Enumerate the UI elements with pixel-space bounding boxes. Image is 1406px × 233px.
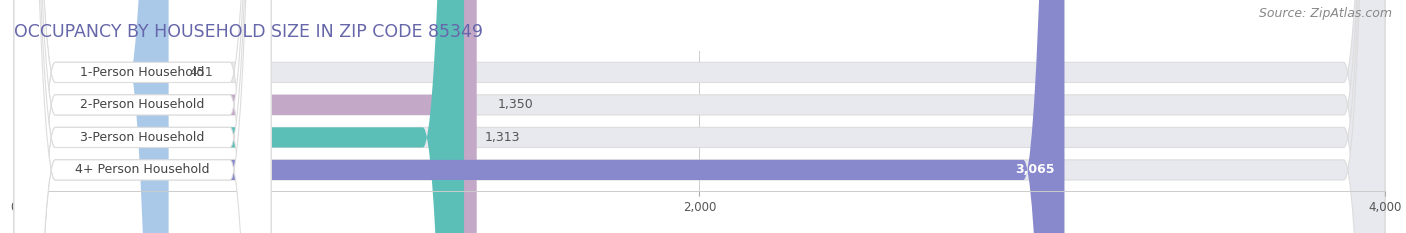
FancyBboxPatch shape — [14, 0, 1385, 233]
Text: 1,313: 1,313 — [485, 131, 520, 144]
FancyBboxPatch shape — [14, 0, 271, 233]
FancyBboxPatch shape — [14, 0, 271, 233]
Text: 1,350: 1,350 — [498, 98, 533, 111]
FancyBboxPatch shape — [14, 0, 169, 233]
FancyBboxPatch shape — [14, 0, 271, 233]
Text: Source: ZipAtlas.com: Source: ZipAtlas.com — [1258, 7, 1392, 20]
FancyBboxPatch shape — [14, 0, 1385, 233]
FancyBboxPatch shape — [14, 0, 271, 233]
Text: 1-Person Household: 1-Person Household — [80, 66, 205, 79]
Text: 2-Person Household: 2-Person Household — [80, 98, 205, 111]
Text: 451: 451 — [190, 66, 212, 79]
FancyBboxPatch shape — [14, 0, 464, 233]
Text: OCCUPANCY BY HOUSEHOLD SIZE IN ZIP CODE 85349: OCCUPANCY BY HOUSEHOLD SIZE IN ZIP CODE … — [14, 23, 484, 41]
FancyBboxPatch shape — [14, 0, 1385, 233]
Text: 4+ Person Household: 4+ Person Household — [76, 163, 209, 176]
FancyBboxPatch shape — [14, 0, 1385, 233]
FancyBboxPatch shape — [14, 0, 1064, 233]
Text: 3,065: 3,065 — [1015, 163, 1054, 176]
Text: 3-Person Household: 3-Person Household — [80, 131, 205, 144]
FancyBboxPatch shape — [14, 0, 477, 233]
